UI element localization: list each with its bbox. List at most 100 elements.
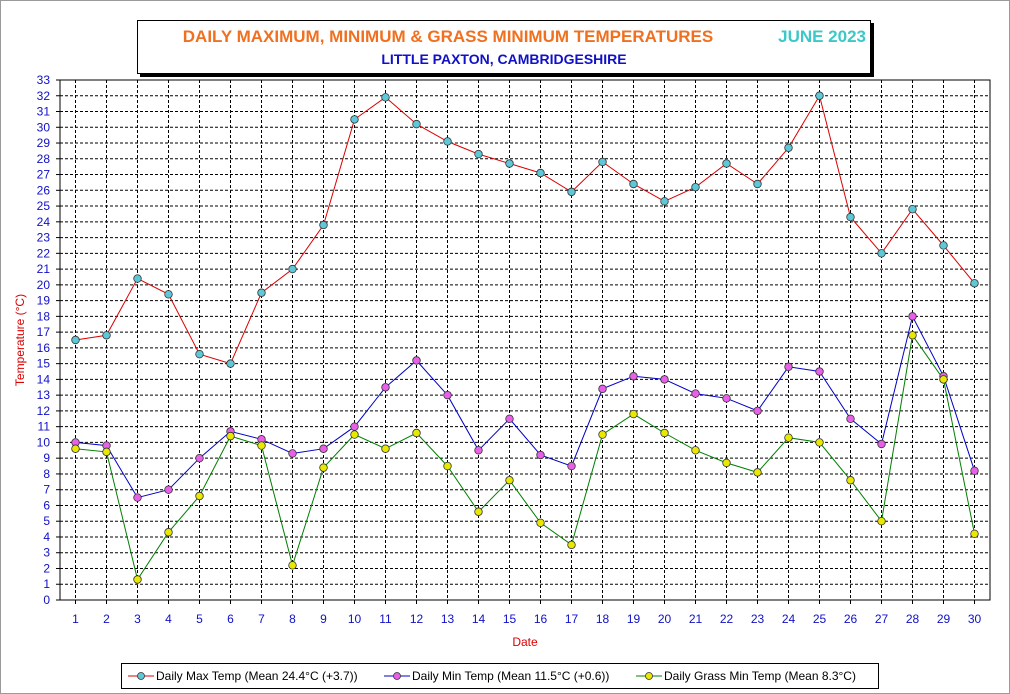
x-axis-label: Date	[512, 635, 538, 649]
data-point-grass	[505, 476, 514, 485]
y-tick-label: 5	[43, 514, 50, 528]
data-point-min	[722, 394, 731, 403]
series-line-max	[75, 94, 975, 365]
y-tick-label: 14	[37, 372, 51, 386]
y-tick-label: 28	[37, 152, 51, 166]
data-point-max	[660, 197, 669, 206]
data-point-min	[970, 466, 979, 475]
data-point-max	[288, 264, 297, 274]
x-tick-labels: 1 2 3 4 5 6 7 8 9 10 11 12 13 14 15 16 17 18 19 20 21 22 23 24 2…	[72, 612, 981, 626]
data-point-max	[257, 288, 266, 297]
data-point-max	[381, 93, 390, 102]
y-tick-label: 31	[37, 105, 51, 119]
data-point-grass	[629, 409, 638, 419]
data-point-min	[629, 372, 638, 381]
data-point-max	[598, 157, 607, 167]
data-point-grass	[164, 528, 173, 537]
x-tick-label: 29	[937, 612, 951, 626]
data-point-grass	[381, 444, 390, 453]
chart-subtitle: LITTLE PAXTON, CAMBRIDGESHIRE	[381, 51, 627, 67]
data-point-grass	[722, 458, 731, 468]
series-min	[75, 314, 975, 499]
x-tick-label: 15	[503, 612, 517, 626]
y-tick-label: 20	[37, 278, 51, 292]
data-point-min	[288, 449, 297, 458]
legend-marker-max	[128, 672, 154, 680]
x-tick-label: 17	[565, 612, 579, 626]
y-tick-label: 17	[37, 325, 51, 339]
y-tick-label: 12	[37, 404, 51, 418]
data-point-grass	[319, 463, 328, 472]
y-tick-label: 16	[37, 341, 51, 355]
y-tick-label: 29	[37, 136, 51, 150]
data-point-min	[908, 312, 917, 321]
data-point-grass	[784, 433, 793, 442]
x-tick-label: 11	[379, 612, 392, 626]
y-tick-label: 24	[37, 215, 51, 229]
data-point-max	[815, 91, 824, 100]
y-tick-label: 33	[37, 73, 51, 87]
x-tick-label: 16	[534, 612, 548, 626]
x-tick-label: 6	[227, 612, 234, 626]
y-tick-label: 2	[43, 561, 50, 575]
y-tick-label: 3	[43, 546, 50, 560]
data-point-min	[753, 406, 762, 416]
data-point-grass	[257, 441, 266, 450]
data-point-max	[102, 331, 111, 340]
data-point-grass	[598, 430, 607, 439]
x-tick-label: 10	[348, 612, 362, 626]
data-point-min	[567, 461, 576, 471]
data-point-grass	[660, 428, 669, 438]
data-point-max	[939, 241, 948, 250]
y-tick-label: 4	[43, 530, 50, 544]
x-tick-label: 30	[968, 612, 982, 626]
x-tick-label: 14	[472, 612, 486, 626]
data-point-min	[319, 444, 328, 453]
y-tick-label: 18	[37, 309, 51, 323]
data-point-min	[350, 422, 359, 431]
data-point-min	[412, 356, 421, 365]
plot-border	[59, 79, 991, 601]
data-point-grass	[195, 491, 204, 501]
y-axis-label: Temperature (°C)	[13, 294, 27, 386]
data-point-max	[629, 179, 638, 189]
x-tick-label: 1	[72, 612, 79, 626]
data-point-min	[133, 493, 142, 502]
x-tick-label: 3	[134, 612, 141, 626]
y-tick-labels: 0123456789101112131415161718192021222324…	[37, 73, 51, 607]
y-tick-label: 25	[37, 199, 51, 213]
data-point-grass	[753, 468, 762, 477]
x-tick-label: 8	[289, 612, 296, 626]
data-point-max	[753, 179, 762, 189]
chart-grid	[60, 79, 990, 600]
data-point-max	[722, 159, 731, 168]
data-point-max	[908, 205, 917, 214]
y-tick-label: 15	[37, 357, 51, 371]
data-point-min	[505, 414, 514, 423]
data-point-max	[784, 143, 793, 152]
data-point-grass	[815, 438, 824, 447]
data-point-grass	[443, 461, 452, 471]
data-point-min	[164, 485, 173, 494]
x-tick-label: 26	[844, 612, 858, 626]
x-tick-label: 23	[751, 612, 765, 626]
data-point-max	[195, 349, 204, 359]
data-point-grass	[567, 540, 576, 550]
data-point-max	[164, 290, 173, 299]
legend-label-min: Daily Min Temp (Mean 11.5°C (+0.6))	[412, 669, 610, 683]
data-point-min	[381, 383, 390, 392]
series-line-min	[75, 314, 975, 499]
x-tick-label: 25	[813, 612, 827, 626]
data-point-grass	[970, 529, 979, 539]
data-point-grass	[877, 517, 886, 526]
data-point-max	[970, 279, 979, 288]
x-tick-label: 2	[103, 612, 110, 626]
x-tick-label: 12	[410, 612, 424, 626]
data-point-grass	[846, 476, 855, 485]
y-tick-label: 9	[43, 451, 50, 465]
y-tick-label: 13	[37, 388, 51, 402]
x-tick-label: 20	[658, 612, 672, 626]
legend-label-grass: Daily Grass Min Temp (Mean 8.3°C)	[664, 669, 856, 683]
data-point-grass	[288, 561, 297, 570]
